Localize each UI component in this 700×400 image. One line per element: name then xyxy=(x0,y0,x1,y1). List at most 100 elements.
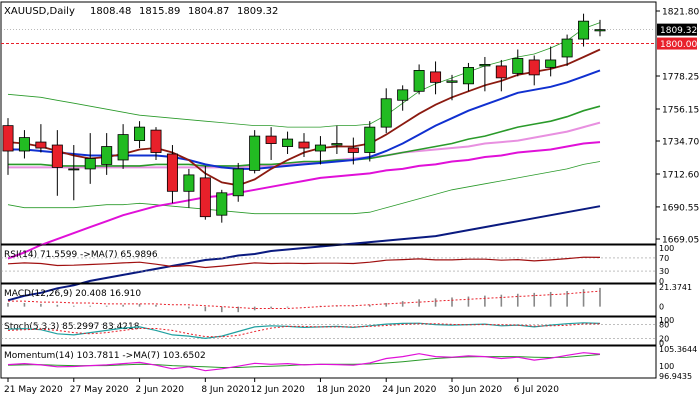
candle-body-bullish xyxy=(232,168,244,197)
momentum-line xyxy=(7,352,601,372)
time-tick-label: 2 Jun 2020 xyxy=(136,385,185,395)
momentum-pane-frame xyxy=(0,345,657,379)
candle xyxy=(331,125,343,154)
candle xyxy=(578,13,590,47)
current-price-tag xyxy=(657,23,697,36)
candle xyxy=(117,124,129,169)
ohlc-open: 1808.48 xyxy=(90,6,131,17)
price-tick-label: 1734.70 xyxy=(662,138,699,148)
candle-body-bullish xyxy=(314,144,326,152)
candle-body-bearish xyxy=(265,135,277,144)
time-tick-label: 30 Jun 2020 xyxy=(448,385,502,395)
candle xyxy=(51,130,63,196)
level-price-tag xyxy=(657,37,697,50)
momentum-axis-label: 96.9435 xyxy=(659,372,692,381)
candle-body-bullish xyxy=(134,126,146,141)
stochastic-plot xyxy=(1,322,656,340)
candle-body-bearish xyxy=(166,153,178,192)
macd-label: MACD(12,26,9) 20.408 16.910 xyxy=(4,289,141,299)
ma-magenta-line xyxy=(7,141,601,260)
rsi-plot xyxy=(1,256,656,272)
rsi-axis-label: 30 xyxy=(659,267,669,276)
ohlc-close: 1809.32 xyxy=(237,6,278,17)
candle-body-bullish xyxy=(397,89,409,101)
rsi-line xyxy=(7,256,601,269)
price-tick-label: 1821.80 xyxy=(662,8,699,18)
candle xyxy=(232,162,244,202)
candle xyxy=(282,131,294,154)
candle-body-bullish xyxy=(18,137,30,152)
candle-body-bearish xyxy=(199,177,211,218)
candle xyxy=(446,74,458,101)
candle-body-bearish xyxy=(495,65,507,79)
candle-body-bullish xyxy=(462,67,474,85)
stochastic-pane-frame xyxy=(0,316,657,346)
ma-navy-line xyxy=(7,205,601,302)
time-tick-label: 8 Jun 2020 xyxy=(201,385,250,395)
candle xyxy=(495,59,507,92)
candle xyxy=(249,130,261,174)
candle-body-bullish xyxy=(249,135,261,171)
candle xyxy=(298,133,310,157)
price-tick-label: 1778.25 xyxy=(662,73,699,83)
candle xyxy=(199,165,211,220)
time-tick-label: 21 May 2020 xyxy=(4,385,63,395)
price-axis: 1669.05 1690.55 1712.60 1734.70 1756.15 1778.… xyxy=(656,8,699,246)
candle xyxy=(314,136,326,165)
candle xyxy=(380,88,392,134)
rsi-axis-label: 0 xyxy=(659,277,664,286)
stochastic-axis-label: 0 xyxy=(659,339,664,348)
candle-body-bearish xyxy=(2,125,14,152)
time-axis: 21 May 2020 27 May 2020 2 Jun 2020 8 Jun 20… xyxy=(4,378,559,395)
candle xyxy=(479,56,491,92)
candle-body-bearish xyxy=(298,141,310,149)
time-tick-label: 18 Jun 2020 xyxy=(316,385,370,395)
price-tick-label: 1669.05 xyxy=(662,236,699,246)
macd-pane: MACD(12,26,9) 20.408 16.910 21.3741 0 xyxy=(0,283,692,317)
candle xyxy=(101,133,113,175)
candle xyxy=(2,118,14,175)
candles-layer xyxy=(2,13,606,223)
candle-body-bullish xyxy=(594,29,606,32)
candle xyxy=(84,133,96,184)
candle xyxy=(150,127,162,160)
candle-body-bullish xyxy=(413,70,425,92)
macd-signal-line xyxy=(8,290,601,309)
stochastic-axis-label: 80 xyxy=(659,321,669,330)
candle xyxy=(397,85,409,111)
candle xyxy=(561,34,573,66)
candle xyxy=(166,145,178,204)
candle xyxy=(528,55,540,86)
candle-body-bullish xyxy=(117,134,129,161)
time-tick-label: 27 May 2020 xyxy=(70,385,129,395)
candle xyxy=(134,121,146,149)
candle-body-bearish xyxy=(51,144,63,168)
candle-body-bullish xyxy=(545,59,557,68)
candle xyxy=(265,127,277,160)
macd-axis: 21.3741 0 xyxy=(659,283,692,312)
momentum-plot xyxy=(7,352,601,372)
candle xyxy=(413,64,425,95)
time-tick-label: 24 Jun 2020 xyxy=(382,385,436,395)
price-tick-label: 1690.55 xyxy=(662,203,699,213)
momentum-axis-label: 100 xyxy=(659,362,674,371)
candle-body-bearish xyxy=(150,129,162,153)
candle-body-bearish xyxy=(35,141,47,149)
candle xyxy=(594,19,606,37)
rsi-label: RSI(14) 71.5599 ->MA(7) 65.9896 xyxy=(4,250,158,260)
candle xyxy=(430,61,442,95)
symbol-label: XAUUSD,Daily xyxy=(4,6,75,17)
candle-body-bullish xyxy=(364,126,376,153)
ohlc-low: 1804.87 xyxy=(188,6,229,17)
candle-body-bullish xyxy=(216,192,228,216)
momentum-pane: Momentum(14) 103.7811 ->MA(7) 103.6502 1… xyxy=(0,345,697,381)
current-price-tag-label: 1809.32 xyxy=(660,26,697,36)
stochastic-axis-label: 20 xyxy=(659,334,669,343)
rsi-axis-label: 100 xyxy=(659,244,674,253)
momentum-label: Momentum(14) 103.7811 ->MA(7) 103.6502 xyxy=(4,351,206,361)
candle-body-bullish xyxy=(380,98,392,128)
candle-body-bearish xyxy=(347,147,359,153)
